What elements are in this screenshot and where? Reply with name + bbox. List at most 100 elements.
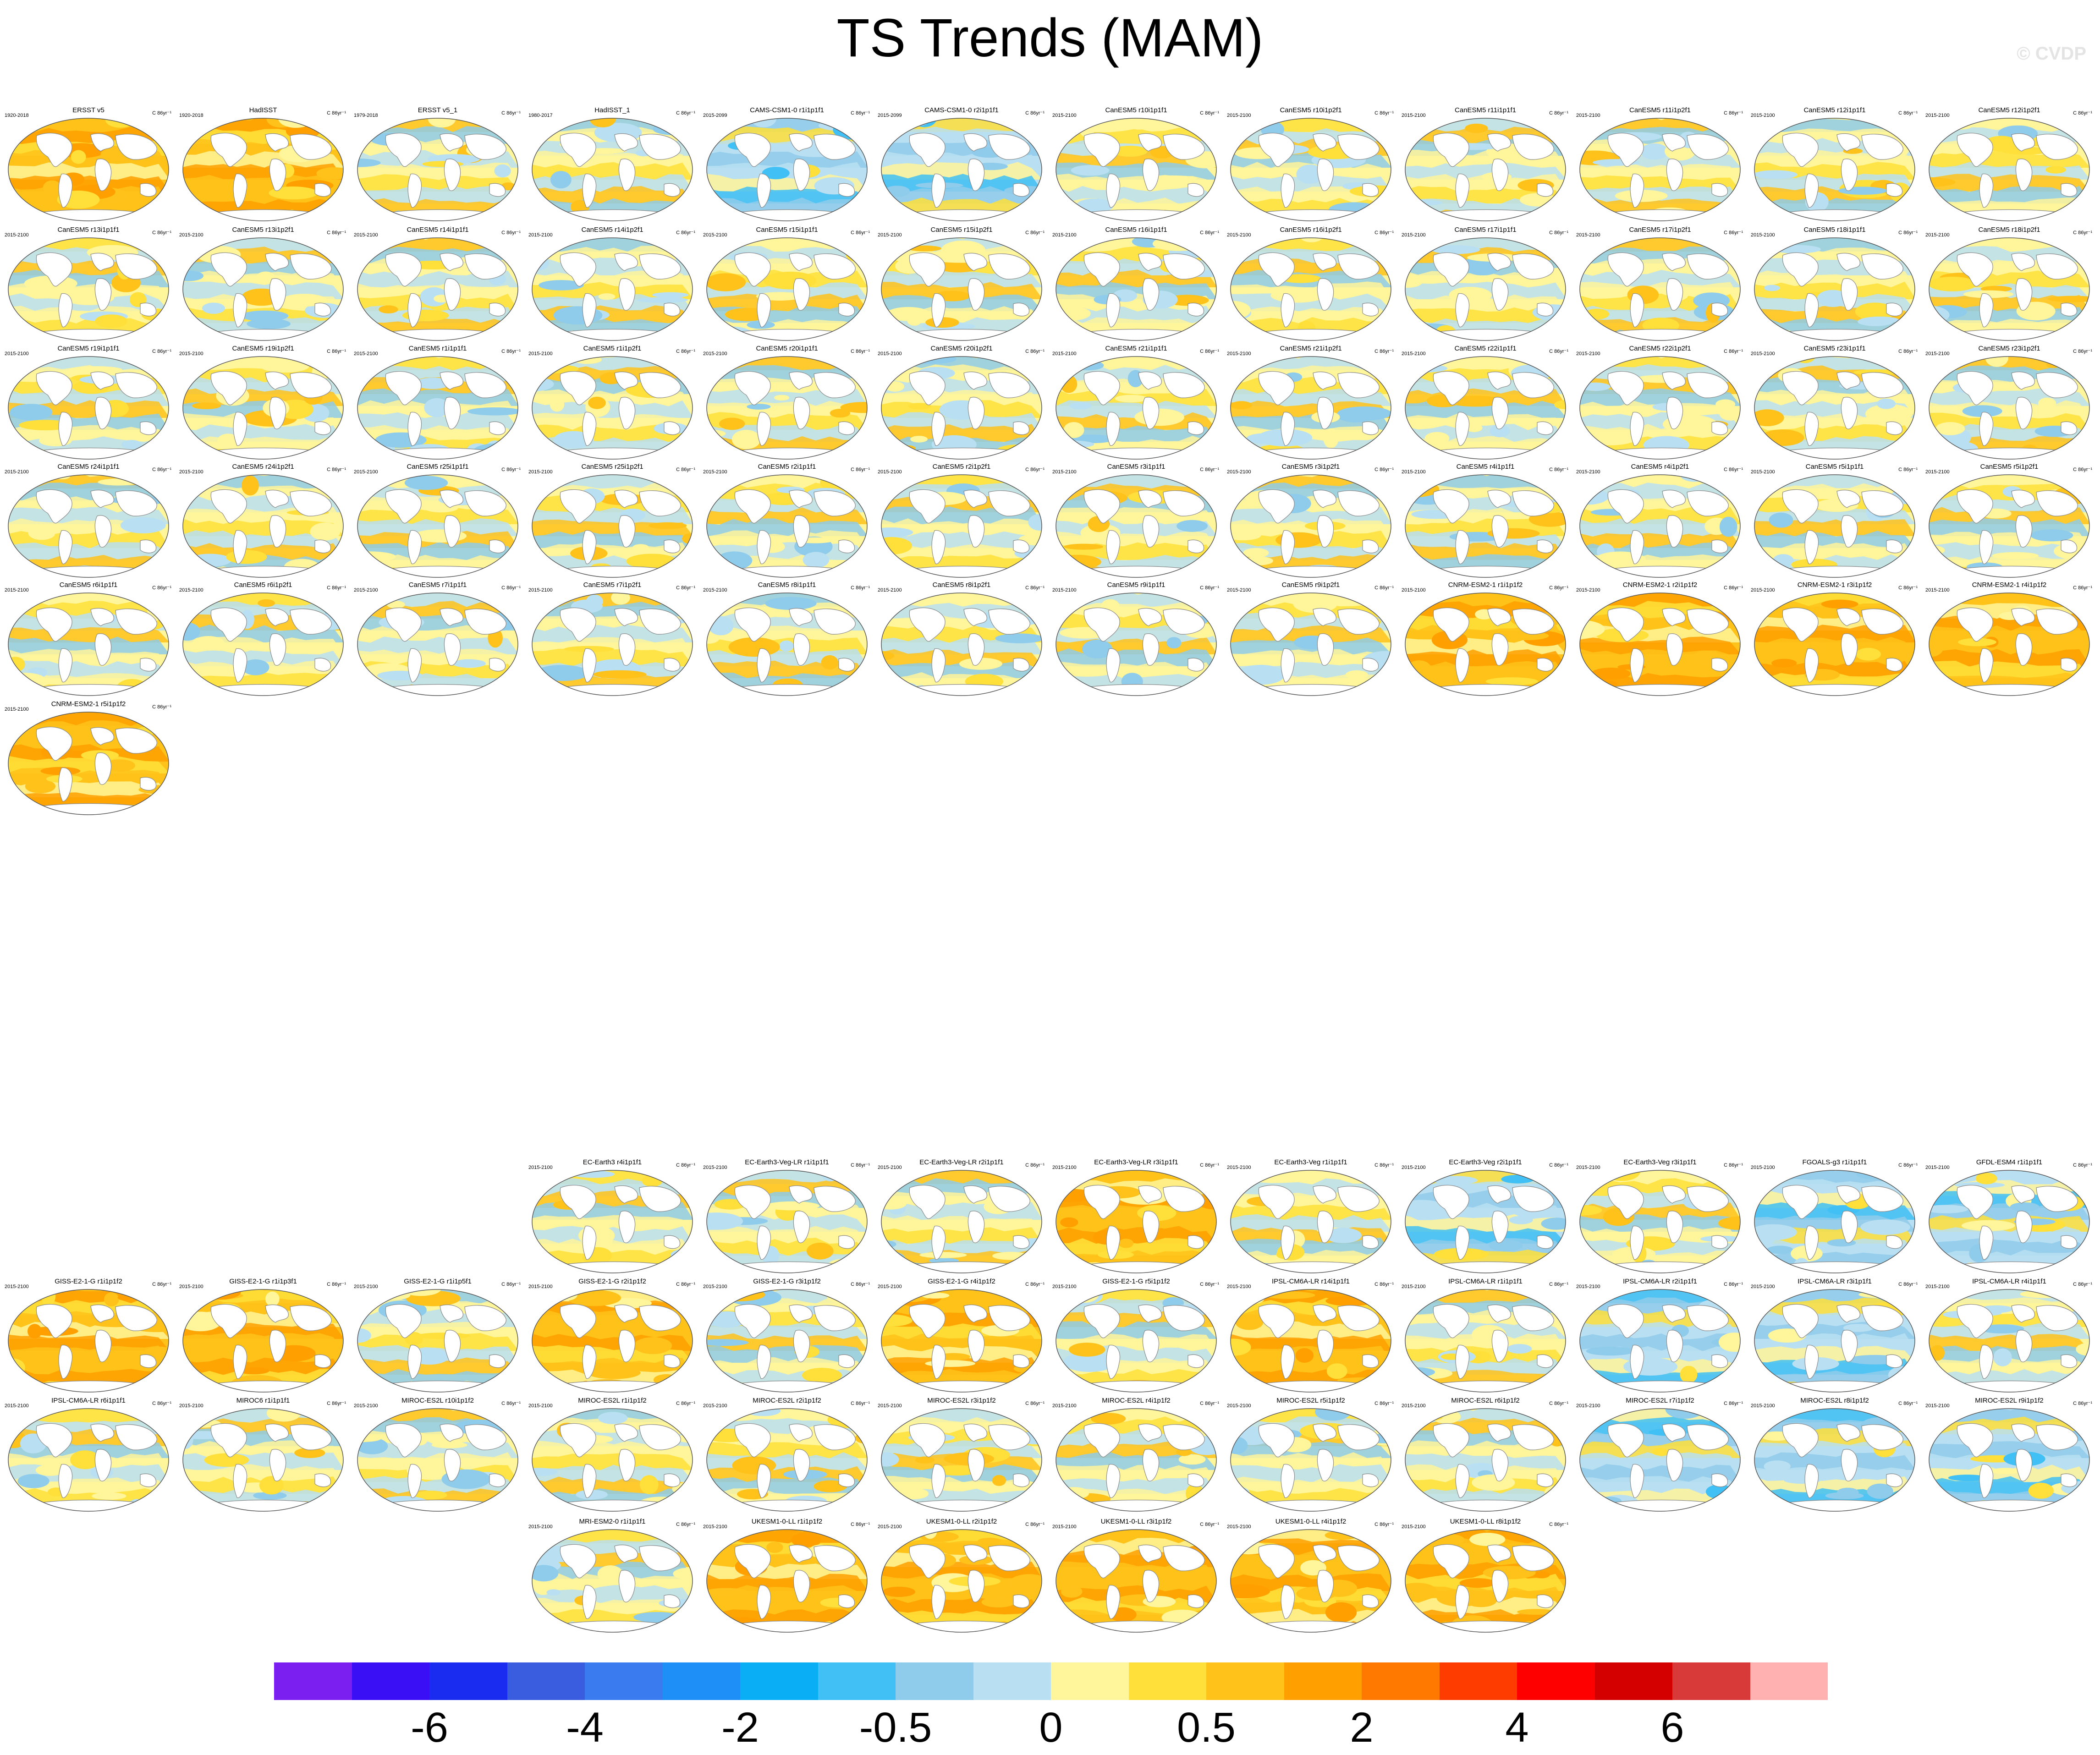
map-panel: CanESM5 r11i1p2f1 2015-2100 C 86yr⁻¹ [1575,106,1745,223]
trend-map [1055,1529,1217,1633]
panel-unit: C 86yr⁻¹ [327,1401,346,1406]
map-panel: CanESM5 r4i1p2f1 2015-2100 C 86yr⁻¹ [1575,463,1745,580]
panel-years: 2015-2100 [1576,1403,1600,1409]
map-panel: CanESM5 r1i1p2f1 2015-2100 C 86yr⁻¹ [528,345,697,461]
panel-unit: C 86yr⁻¹ [2073,467,2092,472]
trend-map [8,592,169,696]
panel-title: CanESM5 r15i1p2f1 [930,226,993,234]
panel-title: MIROC-ES2L r5i1p1f2 [1276,1397,1345,1404]
panel-years: 2015-2100 [703,469,727,475]
map-panel: CanESM5 r5i1p2f1 2015-2100 C 86yr⁻¹ [1924,463,2094,580]
page-title: TS Trends (MAM) [836,8,1264,68]
panel-title: IPSL-CM6A-LR r3i1p1f1 [1798,1278,1872,1285]
panel-years: 2015-2100 [1402,587,1426,593]
panel-years: 2015-2100 [1402,1284,1426,1289]
map-panel: MIROC-ES2L r6i1p1f2 2015-2100 C 86yr⁻¹ [1401,1397,1570,1514]
trend-map [357,1289,518,1393]
panel-title: CanESM5 r8i1p1f1 [758,581,816,589]
trend-map [357,1408,518,1512]
trend-map [532,356,693,460]
panel-title: CanESM5 r11i1p1f1 [1455,106,1516,114]
panel-unit: C 86yr⁻¹ [1025,1401,1045,1406]
colorbar-swatch [1128,1662,1206,1700]
colorbar-swatch [896,1662,973,1700]
trend-map [532,237,693,341]
trend-map [1754,1408,1915,1512]
panel-years: 2015-2100 [1576,351,1600,356]
panel-title: CanESM5 r9i1p1f1 [1107,581,1165,589]
panel-years: 2015-2100 [1402,351,1426,356]
map-panel: CanESM5 r9i1p1f1 2015-2100 C 86yr⁻¹ [1051,581,1221,698]
map-panel: UKESM1-0-LL r3i1p1f2 2015-2100 C 86yr⁻¹ [1051,1518,1221,1634]
map-panel: CanESM5 r9i1p2f1 2015-2100 C 86yr⁻¹ [1226,581,1396,698]
panel-unit: C 86yr⁻¹ [851,349,870,354]
panel-unit: C 86yr⁻¹ [1724,467,1743,472]
colorbar-swatch [1206,1662,1284,1700]
panel-title: CanESM5 r17i1p2f1 [1629,226,1691,234]
trend-map [1055,237,1217,341]
panel-title: CanESM5 r3i1p1f1 [1107,463,1165,471]
map-panel: MRI-ESM2-0 r1i1p1f1 2015-2100 C 86yr⁻¹ [528,1518,697,1634]
panel-unit: C 86yr⁻¹ [1374,1282,1394,1287]
panel-title: CanESM5 r22i1p1f1 [1454,345,1517,352]
map-panel: MIROC-ES2L r3i1p1f2 2015-2100 C 86yr⁻¹ [877,1397,1046,1514]
trend-map [1055,118,1217,221]
panel-years: 2015-2100 [1576,1284,1600,1289]
panel-unit: C 86yr⁻¹ [1200,110,1219,116]
panel-unit: C 86yr⁻¹ [152,585,171,591]
panel-title: CanESM5 r18i1p1f1 [1803,226,1866,234]
panel-title: CanESM5 r8i1p2f1 [932,581,991,589]
panel-title: CanESM5 r13i1p2f1 [232,226,294,234]
panel-title: CanESM5 r4i1p2f1 [1631,463,1689,471]
panel-years: 2015-2100 [5,707,29,712]
panel-years: 2015-2100 [1925,351,1950,356]
panel-years: 2015-2100 [354,1284,378,1289]
map-panel: CanESM5 r5i1p1f1 2015-2100 C 86yr⁻¹ [1750,463,1919,580]
panel-unit: C 86yr⁻¹ [152,1401,171,1406]
trend-map [1579,356,1741,460]
colorbar-swatch [507,1662,585,1700]
panel-title: CanESM5 r19i1p1f1 [57,345,120,352]
panel-unit: C 86yr⁻¹ [851,1282,870,1287]
panel-title: IPSL-CM6A-LR r1i1p1f1 [1448,1278,1523,1285]
map-panel: MIROC-ES2L r9i1p1f2 2015-2100 C 86yr⁻¹ [1924,1397,2094,1514]
panel-years: 2015-2100 [354,587,378,593]
panel-unit: C 86yr⁻¹ [1200,1401,1219,1406]
panel-unit: C 86yr⁻¹ [1025,349,1045,354]
map-panel: MIROC-ES2L r2i1p1f2 2015-2100 C 86yr⁻¹ [702,1397,872,1514]
colorbar-tick-label: -6 [411,1704,448,1751]
colorbar-tick-label: 2 [1350,1704,1374,1751]
panel-years: 2015-2100 [878,1165,902,1170]
map-panel: CanESM5 r15i1p2f1 2015-2100 C 86yr⁻¹ [877,226,1046,343]
panel-unit: C 86yr⁻¹ [1374,585,1394,591]
panel-years: 2015-2100 [878,587,902,593]
trend-map [881,1529,1042,1633]
panel-unit: C 86yr⁻¹ [1374,1163,1394,1168]
trend-map [1405,1289,1566,1393]
panel-unit: C 86yr⁻¹ [1549,110,1568,116]
panel-title: CNRM-ESM2-1 r5i1p1f2 [51,700,126,708]
map-panel: CanESM5 r6i1p2f1 2015-2100 C 86yr⁻¹ [178,581,348,698]
panel-unit: C 86yr⁻¹ [676,1401,695,1406]
panel-years: 2015-2100 [703,587,727,593]
panel-years: 1979-2018 [354,113,378,118]
map-panel: CNRM-ESM2-1 r1i1p1f2 2015-2100 C 86yr⁻¹ [1401,581,1570,698]
map-panel: CanESM5 r13i1p2f1 2015-2100 C 86yr⁻¹ [178,226,348,343]
panel-years: 2015-2100 [528,1524,553,1530]
trend-map [357,118,518,221]
trend-map [1055,1408,1217,1512]
trend-map [706,118,868,221]
panel-unit: C 86yr⁻¹ [1549,585,1568,591]
colorbar-tick-label: 4 [1505,1704,1529,1751]
map-panel: CanESM5 r22i1p2f1 2015-2100 C 86yr⁻¹ [1575,345,1745,461]
map-panel: CanESM5 r21i1p2f1 2015-2100 C 86yr⁻¹ [1226,345,1396,461]
map-panel: UKESM1-0-LL r1i1p1f2 2015-2100 C 86yr⁻¹ [702,1518,872,1634]
trend-map [1929,237,2090,341]
panel-title: MIROC-ES2L r8i1p1f2 [1800,1397,1869,1404]
map-panel: CanESM5 r17i1p1f1 2015-2100 C 86yr⁻¹ [1401,226,1570,343]
panel-title: CanESM5 r21i1p2f1 [1280,345,1342,352]
panel-title: CanESM5 r12i1p1f1 [1803,106,1866,114]
trend-map [1055,592,1217,696]
colorbar-tick-label: -4 [566,1704,604,1751]
panel-title: MIROC6 r1i1p1f1 [236,1397,290,1404]
